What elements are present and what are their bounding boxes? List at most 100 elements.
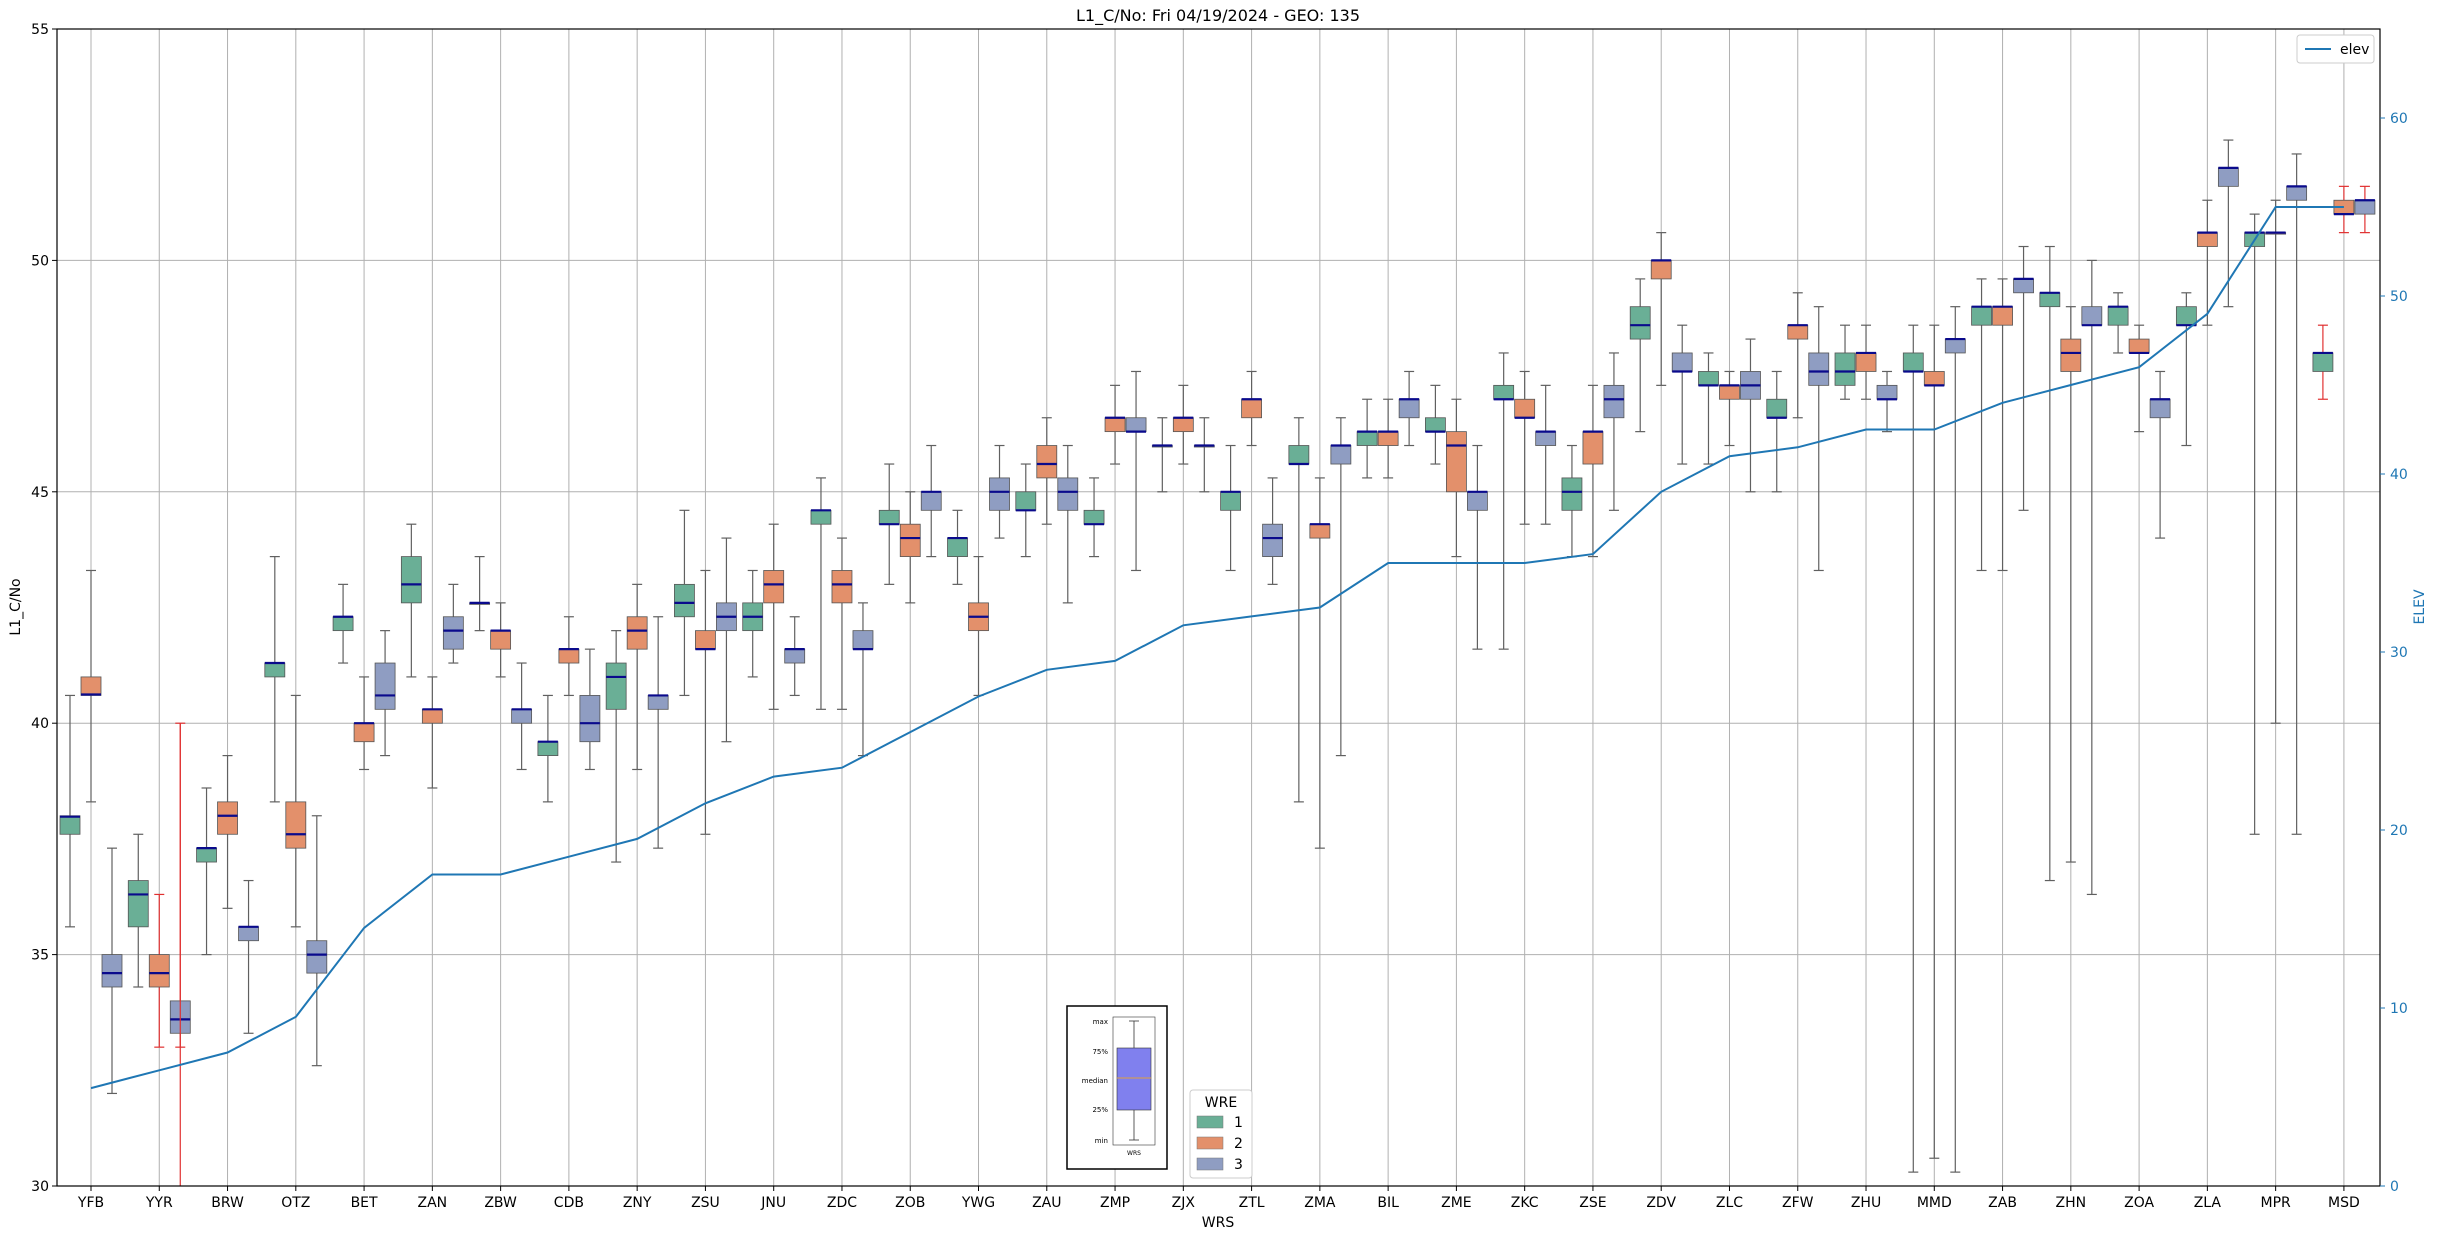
box-brw-wre1 bbox=[196, 787, 217, 956]
box-otz-wre2 bbox=[285, 694, 307, 928]
box-zob-wre3 bbox=[920, 444, 942, 558]
box-jnu-wre2 bbox=[763, 523, 785, 710]
box-iqr bbox=[1650, 259, 1672, 280]
y2-tick-label: 0 bbox=[2390, 1179, 2399, 1195]
box-yyr-wre1 bbox=[127, 833, 149, 988]
box-iqr bbox=[421, 708, 443, 724]
box-iqr bbox=[400, 556, 422, 604]
box-msd-wre1 bbox=[2312, 324, 2334, 400]
box-bet-wre2 bbox=[353, 676, 375, 771]
box-iqr bbox=[920, 491, 942, 511]
box-iqr bbox=[1671, 352, 1693, 372]
box-zhn-wre1 bbox=[2039, 245, 2061, 882]
box-yfb-wre1 bbox=[59, 694, 81, 928]
box-iqr bbox=[285, 801, 307, 849]
box-zny-wre1 bbox=[605, 630, 627, 863]
x-tick-label: YYR bbox=[145, 1195, 173, 1211]
x-tick-label: ZFW bbox=[1782, 1195, 1814, 1211]
box-iqr bbox=[784, 648, 806, 664]
box-zbw-wre1 bbox=[469, 555, 491, 632]
box-iqr bbox=[1125, 417, 1147, 433]
box-mmd-wre3 bbox=[1944, 306, 1966, 1173]
elev-line-layer bbox=[90, 206, 2344, 1090]
box-mmd-wre1 bbox=[1902, 324, 1924, 1173]
box-iqr bbox=[1309, 523, 1331, 539]
box-zse-wre2 bbox=[1582, 384, 1604, 558]
box-iqr bbox=[1992, 306, 2013, 326]
box-zab-wre2 bbox=[1992, 278, 2013, 572]
box-iqr bbox=[2175, 306, 2197, 326]
box-zmp-wre1 bbox=[1083, 477, 1105, 558]
box-zdc-wre1 bbox=[810, 477, 832, 710]
box-iqr bbox=[831, 570, 853, 604]
box-ywg-wre2 bbox=[968, 555, 989, 697]
box-zme-wre3 bbox=[1467, 444, 1488, 650]
box-zjx-wre2 bbox=[1172, 384, 1194, 465]
box-iqr bbox=[59, 815, 81, 835]
box-iqr bbox=[1876, 384, 1898, 400]
key-label: median bbox=[1082, 1077, 1108, 1085]
box-zan-wre3 bbox=[442, 583, 464, 664]
box-iqr bbox=[1923, 371, 1945, 386]
box-zkc-wre2 bbox=[1514, 370, 1536, 525]
box-iqr bbox=[2039, 292, 2061, 308]
box-cdb-wre1 bbox=[537, 694, 559, 803]
box-iqr bbox=[1766, 398, 1788, 419]
x-tick-label: ZJX bbox=[1172, 1195, 1196, 1211]
box-zau-wre2 bbox=[1036, 417, 1058, 525]
box-zhn-wre2 bbox=[2060, 306, 2082, 863]
y-tick-label: 55 bbox=[31, 22, 49, 38]
box-jnu-wre3 bbox=[784, 616, 806, 697]
x-tick-label: YWG bbox=[961, 1195, 995, 1211]
box-iqr bbox=[1083, 509, 1105, 525]
box-iqr bbox=[1698, 371, 1719, 386]
box-bet-wre1 bbox=[332, 583, 354, 664]
box-iqr bbox=[1398, 398, 1420, 419]
box-zfw-wre1 bbox=[1766, 370, 1788, 493]
box-zdv-wre2 bbox=[1650, 232, 1672, 386]
box-zab-wre3 bbox=[2013, 245, 2034, 511]
elev-line bbox=[90, 206, 2344, 1090]
box-iqr bbox=[1514, 398, 1536, 419]
box-iqr bbox=[647, 695, 669, 710]
box-iqr bbox=[2354, 199, 2376, 215]
box-zau-wre1 bbox=[1015, 463, 1037, 558]
key-label: 75% bbox=[1092, 1048, 1108, 1056]
box-zdv-wre1 bbox=[1629, 278, 1651, 433]
box-jnu-wre1 bbox=[742, 569, 764, 678]
box-cdb-wre3 bbox=[579, 648, 601, 771]
box-zhu-wre2 bbox=[1855, 324, 1877, 400]
box-iqr bbox=[2217, 167, 2239, 187]
x-tick-label: ZNY bbox=[623, 1195, 652, 1211]
y2-tick-label: 30 bbox=[2390, 645, 2408, 661]
box-zla-wre2 bbox=[2196, 199, 2218, 326]
box-otz-wre1 bbox=[264, 555, 286, 803]
x-tick-label: JNU bbox=[760, 1195, 786, 1211]
box-zhu-wre3 bbox=[1876, 370, 1898, 433]
axes-layer: 30 35 40 45 50 55 0 10 20 30 40 50 60 YFB YYR BRW OTZ BET… bbox=[31, 22, 2408, 1211]
box-iqr bbox=[511, 708, 533, 724]
x-tick-label: BRW bbox=[211, 1195, 244, 1211]
y-tick-label: 35 bbox=[31, 948, 49, 964]
x-tick-label: OTZ bbox=[281, 1195, 310, 1211]
box-iqr bbox=[1493, 384, 1515, 400]
box-iqr bbox=[1288, 445, 1310, 465]
box-bil-wre2 bbox=[1377, 398, 1399, 479]
box-zab-wre1 bbox=[1971, 278, 1992, 572]
box-iqr bbox=[989, 477, 1010, 511]
y-axis-label: L1_C/No bbox=[8, 578, 24, 635]
y-tick-label: 30 bbox=[31, 1179, 49, 1195]
box-iqr bbox=[264, 662, 286, 678]
box-iqr bbox=[101, 954, 123, 988]
x-tick-label: ZSU bbox=[691, 1195, 720, 1211]
box-iqr bbox=[810, 509, 832, 525]
box-iqr bbox=[1561, 477, 1583, 511]
box-zse-wre3 bbox=[1603, 352, 1625, 511]
box-zfw-wre2 bbox=[1787, 292, 1809, 419]
boxplot-key-inset: max 75% median 25% min WRS bbox=[1066, 1005, 1168, 1170]
box-iqr bbox=[1104, 417, 1126, 433]
x-tick-label: ZAN bbox=[418, 1195, 448, 1211]
box-zhu-wre1 bbox=[1834, 324, 1856, 400]
x-tick-label: ZBW bbox=[484, 1195, 517, 1211]
